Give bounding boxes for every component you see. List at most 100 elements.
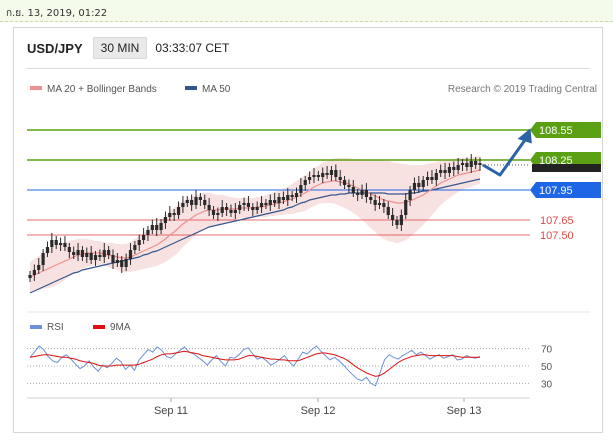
candle-body-85 xyxy=(399,215,403,225)
candle-body-95 xyxy=(443,170,447,173)
rsi-series-1 xyxy=(29,350,480,377)
candle-body-12 xyxy=(80,250,85,257)
candle-body-53 xyxy=(259,203,264,207)
level-label-2: 107.95 xyxy=(539,185,573,197)
projection-arrowhead xyxy=(517,128,532,144)
candle-body-82 xyxy=(386,207,390,215)
candle-body-16 xyxy=(98,255,102,257)
candle-body-35 xyxy=(181,203,185,207)
legend-swatch-1 xyxy=(185,86,197,90)
candle-body-68 xyxy=(325,173,329,175)
candle-body-81 xyxy=(382,203,386,207)
rsi-tick-0: 70 xyxy=(541,345,553,356)
candle-body-92 xyxy=(430,177,434,180)
source-label: Research © 2019 Trading Central xyxy=(448,84,597,95)
candle-body-34 xyxy=(176,207,181,215)
candle-body-25 xyxy=(137,240,141,245)
candle-body-43 xyxy=(216,213,220,215)
candle-body-78 xyxy=(369,197,373,200)
candle-body-32 xyxy=(168,213,172,217)
candle-body-70 xyxy=(334,170,338,177)
level-label-3: 107.65 xyxy=(540,215,574,227)
candle-body-99 xyxy=(460,163,465,165)
candle-body-59 xyxy=(286,195,290,200)
candle-body-10 xyxy=(72,252,76,255)
candle-body-72 xyxy=(342,180,347,185)
candle-body-39 xyxy=(198,197,202,200)
rsi-tick-2: 30 xyxy=(541,379,553,390)
bollinger-band xyxy=(30,156,480,292)
candle-body-15 xyxy=(93,255,98,260)
candle-body-56 xyxy=(273,200,277,203)
currency-pair: USD/JPY xyxy=(27,40,83,56)
candle-body-52 xyxy=(255,207,259,210)
candle-body-28 xyxy=(150,225,154,230)
rsi-tick-1: 50 xyxy=(541,362,553,373)
last-price-tag xyxy=(532,164,601,172)
candle-body-74 xyxy=(351,187,355,193)
candle-body-75 xyxy=(356,193,360,195)
candle-body-96 xyxy=(447,167,452,173)
candle-body-20 xyxy=(115,260,119,263)
candle-body-17 xyxy=(102,250,106,257)
candle-body-30 xyxy=(159,223,163,230)
candle-body-102 xyxy=(474,161,478,165)
candle-body-77 xyxy=(364,190,369,197)
candle-body-87 xyxy=(408,190,412,200)
candle-body-38 xyxy=(194,197,198,205)
candle-body-84 xyxy=(395,220,399,225)
projection-arrow xyxy=(482,139,527,177)
candle-body-67 xyxy=(321,173,325,177)
candle-body-9 xyxy=(67,247,71,252)
candle-body-13 xyxy=(85,253,89,257)
level-tag-2 xyxy=(530,182,601,198)
candle-body-46 xyxy=(229,210,233,213)
time-tick-1: Sep 12 xyxy=(301,405,336,417)
candle-body-93 xyxy=(434,173,438,180)
candle-body-26 xyxy=(141,235,146,240)
candle-body-4 xyxy=(45,247,50,253)
candle-body-62 xyxy=(299,185,303,193)
candle-body-103 xyxy=(478,163,482,165)
candle-body-48 xyxy=(238,205,242,210)
candle-body-40 xyxy=(203,200,207,205)
candle-body-14 xyxy=(89,253,93,260)
candle-body-64 xyxy=(308,177,312,180)
candle-body-19 xyxy=(111,255,115,263)
candle-body-91 xyxy=(425,177,430,180)
candle-body-11 xyxy=(76,250,80,255)
candle-body-76 xyxy=(360,190,364,195)
server-time: 03:33:07 CET xyxy=(155,41,230,55)
candle-body-2 xyxy=(37,265,41,270)
candle-body-1 xyxy=(32,270,36,275)
candle-body-60 xyxy=(290,195,294,197)
timeframe-selector[interactable]: 30 MIN xyxy=(92,37,148,59)
candle-body-65 xyxy=(312,175,316,177)
rsi-legend-label-1: 9MA xyxy=(110,322,131,333)
date-bar: ก.ย. 13, 2019, 01:22 xyxy=(0,0,613,22)
candle-body-90 xyxy=(421,180,425,187)
candle-body-66 xyxy=(316,175,320,177)
candle-body-5 xyxy=(50,240,54,247)
candle-body-23 xyxy=(128,250,133,259)
candle-body-98 xyxy=(456,165,460,170)
candle-body-86 xyxy=(404,200,408,215)
candle-body-89 xyxy=(417,183,421,187)
candle-body-36 xyxy=(185,200,189,203)
candle-body-50 xyxy=(246,203,251,207)
candle-body-71 xyxy=(338,177,342,180)
ma50-line xyxy=(29,178,481,294)
candle-body-54 xyxy=(264,203,268,205)
candle-body-63 xyxy=(303,180,307,185)
candle-body-80 xyxy=(377,203,382,205)
candle-body-3 xyxy=(41,253,45,265)
header-divider xyxy=(26,68,590,69)
candle-body-61 xyxy=(294,193,299,197)
time-tick-2: Sep 13 xyxy=(447,405,482,417)
candle-body-45 xyxy=(225,207,229,210)
chart-header: USD/JPY 30 MIN 03:33:07 CET xyxy=(27,36,229,60)
candle-body-100 xyxy=(465,163,469,167)
candle-body-44 xyxy=(220,207,224,213)
date-text: ก.ย. 13, 2019, 01:22 xyxy=(6,8,108,19)
candle-body-37 xyxy=(190,200,194,205)
